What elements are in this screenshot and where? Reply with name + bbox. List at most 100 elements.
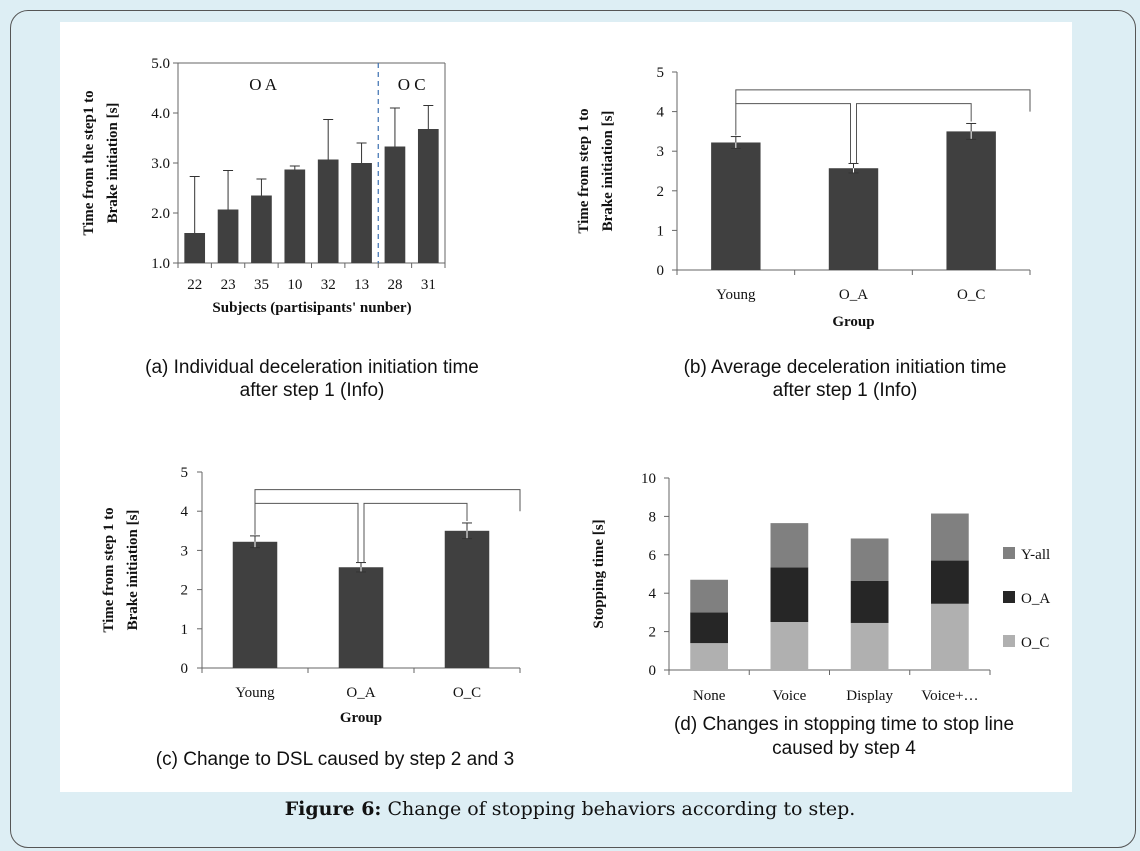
chart-a-y-tick-label: 4.0 [151,106,170,122]
chart-b-x-axis-label: Group [832,314,874,330]
chart-c-bracket-outer [254,489,521,512]
chart-b-category-label: O_C [957,287,985,303]
chart-d-y-tick-label: 10 [641,471,656,487]
chart-b-y-tick-label: 5 [657,65,665,81]
chart-c-y-tick-label: 5 [181,465,189,481]
chart-c-y-axis-label: Time from step 1 to [101,507,117,632]
chart-b-y-axis-label: Brake initiation [s] [600,111,616,232]
chart-a-bar [284,169,306,263]
chart-d-legend-label: O_A [1021,591,1050,607]
chart-d-y-tick-label: 0 [649,663,657,679]
chart-c-y-tick-label: 4 [181,504,189,520]
chart-b-bracket-oa-oc [856,103,972,164]
chart-c-bar [338,567,384,668]
chart-c-y-axis-label: Brake initiation [s] [125,510,141,631]
chart-c-bar [444,530,490,668]
chart-b-y-tick-label: 3 [657,144,665,160]
chart-a-bar [184,233,206,263]
chart-d-y-tick-label: 8 [649,509,657,525]
chart-a-category-label: 13 [354,277,369,293]
chart-d-bar-y-all [931,513,969,561]
chart-b-y-axis-label: Time from step 1 to [576,108,592,233]
chart-a-bar [351,163,372,263]
chart-b-y-tick-label: 2 [657,184,665,200]
chart-d-bar-o-c [931,603,969,670]
chart-c-x-axis-label: Group [340,710,382,726]
figure-caption: Figure 6: Change of stopping behaviors a… [0,798,1140,820]
chart-c-caption: (c) Change to DSL caused by step 2 and 3 [156,749,514,770]
chart-d-legend-label: Y-all [1021,547,1050,563]
chart-a-category-label: 28 [387,277,402,293]
chart-d-y-axis-label: Stopping time [s] [591,519,607,628]
chart-a-category-label: 23 [221,277,236,293]
chart-d-bar-o-a [931,560,969,604]
chart-a-bar [384,146,406,263]
chart-b-y-tick-label: 4 [657,105,665,121]
chart-d-category-label: Voice [772,688,806,704]
chart-d-bar-o-c [770,622,809,670]
chart-d-category-label: None [693,688,726,704]
chart-d-caption: caused by step 4 [772,738,916,759]
chart-d-bar-o-c [690,643,728,670]
chart-a-y-axis-label: Time from the step1 to [81,90,97,235]
chart-a-y-tick-label: 5.0 [151,56,170,72]
chart-d-bar-o-c [850,622,889,670]
chart-a-group-label: O A [249,75,278,94]
chart-a-y-tick-label: 1.0 [151,256,170,272]
chart-a-category-label: 31 [421,277,436,293]
chart-d-category-label: Display [846,688,893,704]
chart-a-caption: after step 1 (Info) [240,380,385,401]
chart-c-y-tick-label: 1 [181,622,189,638]
chart-c-category-label: O_A [346,685,375,701]
chart-d-bar-y-all [850,538,889,581]
chart-b-category-label: O_A [839,287,868,303]
chart-a-group-label: O C [398,75,426,94]
chart-b-y-tick-label: 0 [657,263,665,279]
chart-a-caption: (a) Individual deceleration initiation t… [145,357,479,378]
chart-d-legend-swatch [1003,635,1015,647]
chart-d-category-label: Voice+… [921,688,978,704]
chart-b-bar [711,142,761,270]
chart-c-y-tick-label: 3 [181,543,189,559]
chart-a-category-label: 35 [254,277,269,293]
chart-c-y-tick-label: 0 [181,661,189,677]
chart-d-legend-label: O_C [1021,635,1049,651]
chart-b-category-label: Young [716,287,756,303]
chart-d-legend-swatch [1003,547,1015,559]
chart-d-y-tick-label: 6 [649,548,657,564]
chart-a-y-axis-label: Brake initiation [s] [105,103,121,224]
chart-d-bar-y-all [690,579,728,613]
chart-b-y-tick-label: 1 [657,223,665,239]
chart-a-bar [217,209,239,263]
chart-d-bar-o-a [770,567,809,622]
chart-c-bracket-young-oa [254,502,359,563]
chart-c-y-tick-label: 2 [181,583,189,599]
figure-caption-text: Change of stopping behaviors according t… [381,798,856,820]
chart-d-y-tick-label: 4 [649,586,657,602]
chart-d-caption: (d) Changes in stopping time to stop lin… [674,714,1014,735]
chart-a-bar [317,159,339,263]
chart-a-bar [417,129,439,263]
figure-caption-label: Figure 6: [284,798,382,820]
chart-a-x-axis-label: Subjects (partisipants' nunber) [212,300,411,316]
chart-a-category-label: 32 [321,277,336,293]
chart-d-bar-o-a [850,580,889,623]
chart-b-bar [946,131,996,270]
chart-a-bar [251,195,272,263]
chart-a-y-tick-label: 3.0 [151,156,170,172]
chart-b-bar [828,168,879,270]
chart-c-category-label: Young [235,685,275,701]
chart-b-caption: after step 1 (Info) [773,380,918,401]
chart-c-bar [232,541,278,668]
chart-b-bracket-young-oa [735,103,851,164]
chart-c-category-label: O_C [453,685,481,701]
chart-a-y-tick-label: 2.0 [151,206,170,222]
chart-a-category-label: 10 [287,277,302,293]
figure-panel [60,22,1072,792]
chart-d-bar-o-a [690,612,728,644]
chart-c-bracket-oa-oc [363,502,468,563]
chart-d-legend-swatch [1003,591,1015,603]
chart-d-y-tick-label: 2 [649,625,657,641]
chart-b-bracket-outer [735,89,1031,112]
